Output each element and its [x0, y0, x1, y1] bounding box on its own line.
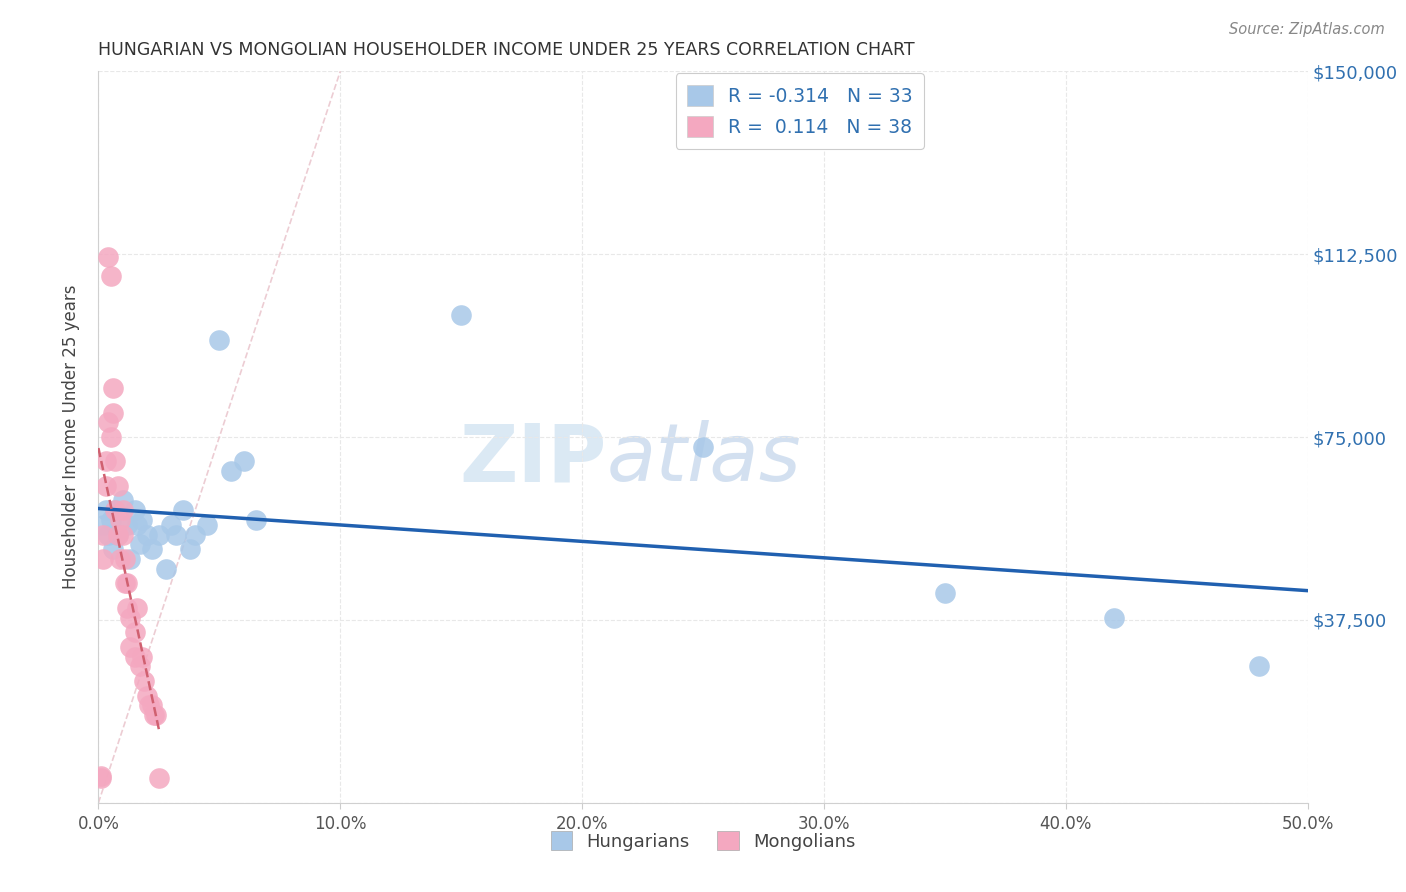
Point — [135, 689, 157, 703]
Point — [117, 600, 139, 615]
Y-axis label: Householder Income Under 25 years: Householder Income Under 25 years — [62, 285, 80, 590]
Point — [100, 513, 122, 527]
Point — [100, 430, 122, 444]
Point — [90, 772, 112, 786]
Point — [148, 772, 170, 786]
Point — [232, 454, 254, 468]
Point — [141, 542, 163, 557]
Point — [108, 552, 131, 566]
Point — [104, 503, 127, 517]
Point — [148, 527, 170, 541]
Point — [94, 454, 117, 468]
Point — [114, 552, 136, 566]
Point — [100, 269, 122, 284]
Point — [131, 649, 153, 664]
Point — [450, 308, 472, 322]
Point — [118, 640, 141, 654]
Point — [97, 250, 120, 264]
Point — [124, 649, 146, 664]
Point — [94, 479, 117, 493]
Point — [145, 708, 167, 723]
Point — [97, 527, 120, 541]
Point — [107, 479, 129, 493]
Point — [127, 517, 149, 532]
Point — [131, 513, 153, 527]
Point — [104, 454, 127, 468]
Point — [143, 708, 166, 723]
Point — [111, 527, 134, 541]
Point — [117, 576, 139, 591]
Text: atlas: atlas — [606, 420, 801, 498]
Point — [195, 517, 218, 532]
Point — [101, 381, 124, 395]
Point — [141, 698, 163, 713]
Text: Source: ZipAtlas.com: Source: ZipAtlas.com — [1229, 22, 1385, 37]
Point — [1102, 610, 1125, 624]
Point — [91, 527, 114, 541]
Point — [111, 503, 134, 517]
Point — [184, 527, 207, 541]
Point — [692, 440, 714, 454]
Point — [135, 527, 157, 541]
Legend: Hungarians, Mongolians: Hungarians, Mongolians — [541, 822, 865, 860]
Point — [160, 517, 183, 532]
Point — [101, 406, 124, 420]
Point — [94, 503, 117, 517]
Point — [114, 576, 136, 591]
Point — [134, 673, 156, 688]
Point — [107, 527, 129, 541]
Text: HUNGARIAN VS MONGOLIAN HOUSEHOLDER INCOME UNDER 25 YEARS CORRELATION CHART: HUNGARIAN VS MONGOLIAN HOUSEHOLDER INCOM… — [98, 41, 915, 59]
Text: ZIP: ZIP — [458, 420, 606, 498]
Point — [117, 517, 139, 532]
Point — [97, 416, 120, 430]
Point — [118, 552, 141, 566]
Point — [90, 769, 112, 783]
Point — [138, 698, 160, 713]
Point — [128, 659, 150, 673]
Point — [111, 493, 134, 508]
Point — [124, 503, 146, 517]
Point — [104, 503, 127, 517]
Point — [124, 625, 146, 640]
Point — [107, 527, 129, 541]
Point — [127, 600, 149, 615]
Point — [91, 517, 114, 532]
Point — [221, 464, 243, 478]
Point — [179, 542, 201, 557]
Point — [165, 527, 187, 541]
Point — [118, 610, 141, 624]
Point — [245, 513, 267, 527]
Point — [1249, 659, 1271, 673]
Point — [208, 333, 231, 347]
Point — [101, 542, 124, 557]
Point — [155, 562, 177, 576]
Point — [108, 513, 131, 527]
Point — [934, 586, 956, 600]
Point — [128, 537, 150, 551]
Point — [172, 503, 194, 517]
Point — [91, 552, 114, 566]
